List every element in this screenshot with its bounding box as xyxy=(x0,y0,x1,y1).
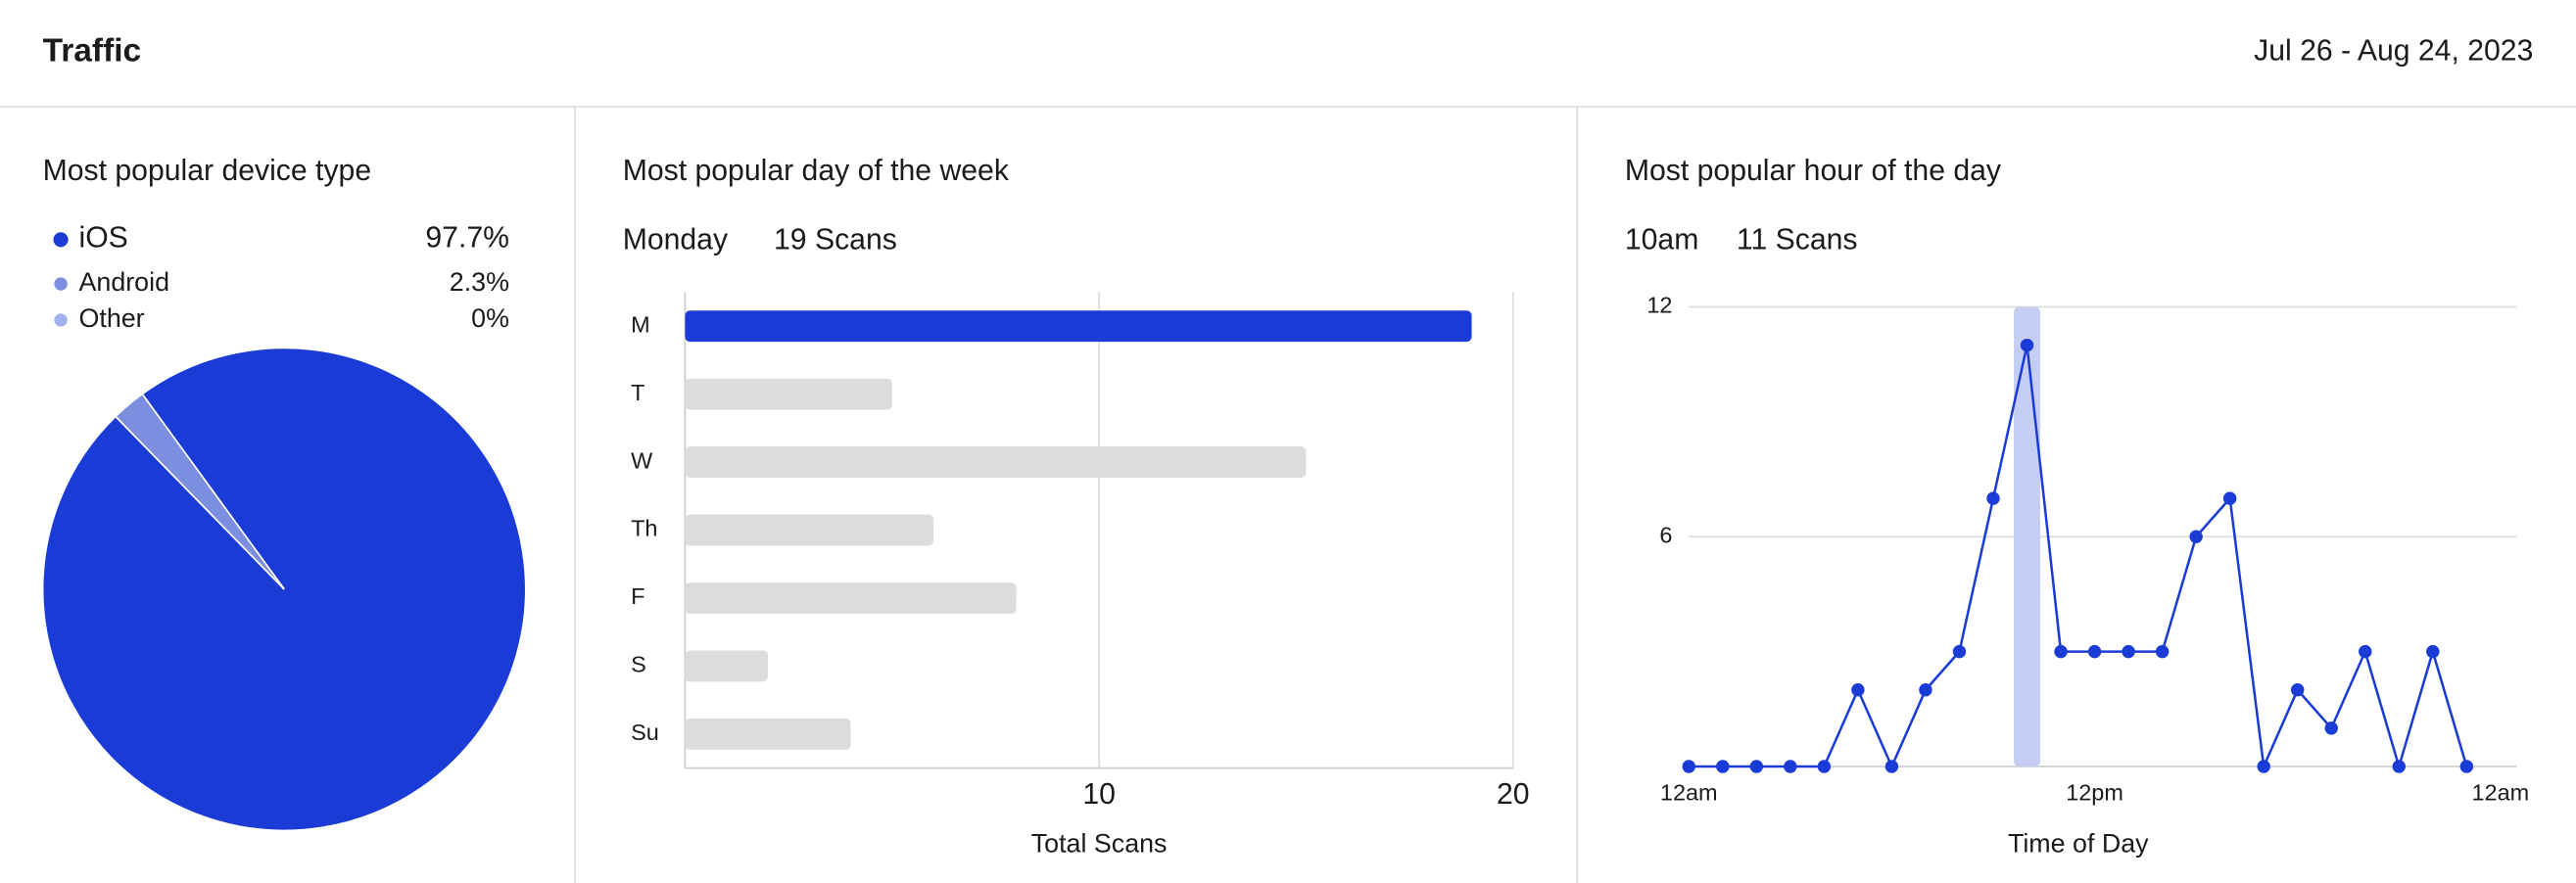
y-tick-label: W xyxy=(631,447,653,473)
y-tick-label: F xyxy=(631,583,644,609)
point xyxy=(1884,760,1899,773)
panel-title: Most popular day of the week xyxy=(623,155,1010,187)
highlight-label: 10am xyxy=(1625,223,1699,256)
point xyxy=(2189,530,2203,543)
y-tick-label: S xyxy=(631,652,646,677)
point xyxy=(2020,338,2034,352)
legend-value: 97.7% xyxy=(425,222,509,255)
point xyxy=(2054,644,2068,659)
legend-dot xyxy=(54,313,68,327)
bar xyxy=(685,514,934,546)
bar xyxy=(685,582,1017,614)
point xyxy=(2459,760,2474,773)
point xyxy=(2155,644,2170,659)
pie-slice xyxy=(114,393,285,590)
point xyxy=(1952,644,1967,659)
y-tick-label: 6 xyxy=(1659,522,1672,547)
x-tick-label: 20 xyxy=(1497,778,1530,811)
point xyxy=(2324,721,2338,735)
y-tick-label: 12 xyxy=(1646,293,1672,318)
legend-label: Other xyxy=(79,303,145,333)
point xyxy=(2392,760,2406,773)
bar xyxy=(685,378,892,410)
point xyxy=(2290,683,2305,697)
point xyxy=(2122,644,2135,659)
point xyxy=(2257,760,2270,773)
panel-title: Most popular device type xyxy=(43,155,372,187)
highlight-value: 11 Scans xyxy=(1737,223,1858,256)
bar xyxy=(685,650,768,682)
point xyxy=(1682,760,1695,773)
header-title: Traffic xyxy=(43,33,142,70)
y-tick-label: Su xyxy=(631,720,659,745)
y-tick-label: Th xyxy=(631,516,657,541)
date-range: Jul 26 - Aug 24, 2023 xyxy=(2254,35,2533,68)
x-tick-label: 12am xyxy=(2471,780,2529,806)
point xyxy=(2359,644,2372,659)
highlight-label: Monday xyxy=(623,223,729,256)
y-tick-label: T xyxy=(631,380,644,405)
x-tick-label: 12pm xyxy=(2066,780,2123,806)
highlight-value: 19 Scans xyxy=(774,223,897,256)
point xyxy=(1784,760,1797,773)
point xyxy=(1749,760,1764,773)
highlight-band xyxy=(2014,306,2040,767)
y-tick-label: M xyxy=(631,311,650,337)
point xyxy=(1851,683,1865,697)
x-tick-label: 10 xyxy=(1082,778,1116,811)
point xyxy=(1919,683,1932,697)
point xyxy=(2426,644,2440,659)
bar xyxy=(685,310,1472,343)
legend-value: 2.3% xyxy=(450,267,509,297)
point xyxy=(1716,760,1730,773)
x-axis-label: Total Scans xyxy=(1031,829,1168,859)
legend-label: iOS xyxy=(79,222,128,255)
legend-value: 0% xyxy=(471,303,509,333)
bar xyxy=(685,718,851,750)
legend-label: Android xyxy=(79,267,170,297)
x-tick-label: 12am xyxy=(1660,780,1718,806)
legend-dot xyxy=(53,232,69,248)
legend-dot xyxy=(54,277,68,291)
point xyxy=(1817,760,1832,773)
line xyxy=(1689,345,2468,771)
point xyxy=(2087,644,2102,659)
point xyxy=(1986,491,2000,505)
panel-title: Most popular hour of the day xyxy=(1625,155,2002,187)
point xyxy=(2222,491,2237,505)
x-axis-label: Time of Day xyxy=(2008,829,2149,859)
bar xyxy=(685,446,1307,479)
